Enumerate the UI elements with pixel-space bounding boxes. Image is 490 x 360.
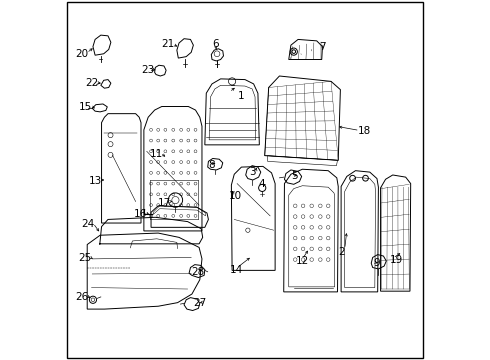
Text: 1: 1 bbox=[238, 91, 245, 101]
Text: 8: 8 bbox=[208, 160, 215, 170]
Text: 5: 5 bbox=[291, 171, 298, 181]
Text: 13: 13 bbox=[89, 176, 102, 186]
Text: 26: 26 bbox=[75, 292, 88, 302]
Text: 24: 24 bbox=[81, 219, 95, 229]
Text: 22: 22 bbox=[85, 78, 98, 88]
Text: 6: 6 bbox=[212, 39, 219, 49]
Text: 9: 9 bbox=[373, 258, 380, 268]
Text: 19: 19 bbox=[390, 255, 403, 265]
Text: 17: 17 bbox=[157, 198, 171, 208]
Text: 2: 2 bbox=[338, 247, 344, 257]
Text: 21: 21 bbox=[162, 40, 175, 49]
Text: 20: 20 bbox=[75, 49, 89, 59]
Text: 27: 27 bbox=[193, 298, 206, 309]
Text: 25: 25 bbox=[78, 253, 92, 263]
Text: 18: 18 bbox=[357, 126, 370, 135]
Text: 28: 28 bbox=[191, 267, 204, 277]
Text: 10: 10 bbox=[229, 191, 242, 201]
Text: 23: 23 bbox=[141, 64, 154, 75]
Text: 16: 16 bbox=[134, 209, 147, 219]
Text: 14: 14 bbox=[230, 265, 243, 275]
Text: 3: 3 bbox=[249, 167, 255, 177]
Text: 15: 15 bbox=[79, 102, 92, 112]
Text: 4: 4 bbox=[259, 179, 266, 189]
Text: 12: 12 bbox=[296, 256, 309, 266]
Text: 11: 11 bbox=[149, 149, 163, 159]
Text: 7: 7 bbox=[319, 42, 326, 52]
